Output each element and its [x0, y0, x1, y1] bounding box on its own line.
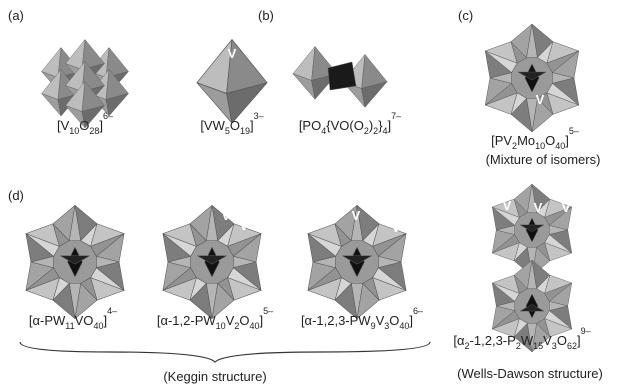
formula-part: O — [79, 118, 89, 133]
formula-part: 28 — [89, 126, 99, 136]
formula-part: 40 — [555, 141, 565, 151]
formula-part: [PV — [491, 133, 512, 148]
formula-part: 15 — [533, 341, 543, 351]
v-label: V — [503, 198, 512, 213]
formula-part: V — [226, 313, 235, 328]
formula-part: 40 — [93, 321, 103, 331]
v-label: V — [352, 208, 361, 223]
panel-label: (c) — [458, 8, 473, 23]
formula-part: Mo — [517, 133, 535, 148]
formula-part: 40 — [399, 321, 409, 331]
formula-part: 3– — [254, 111, 264, 121]
panel-label: (d) — [8, 188, 24, 203]
keggin-brace — [20, 342, 430, 362]
panel-label: (b) — [258, 8, 274, 23]
v-label: V — [372, 206, 381, 221]
formula-part: 11 — [65, 321, 74, 331]
formula-part: 10 — [216, 321, 226, 331]
formula-part: V — [543, 333, 552, 348]
v-label: V — [222, 208, 231, 223]
formula-part: O — [230, 118, 240, 133]
v-label: V — [392, 220, 401, 235]
note: (Mixture of isomers) — [486, 152, 601, 167]
formula-part: O — [389, 313, 399, 328]
v-label: V — [562, 200, 571, 215]
formula-part: 5– — [263, 306, 273, 316]
formula-part: 40 — [249, 321, 259, 331]
formula-part: [α — [453, 333, 465, 348]
polyhedron — [26, 205, 124, 318]
core — [328, 62, 356, 90]
formula-part: W — [521, 333, 534, 348]
v-label: V — [112, 218, 121, 233]
panel-label: (a) — [8, 8, 24, 23]
formula-part: O — [239, 313, 249, 328]
formula-part: 4– — [107, 306, 117, 316]
keggin-caption: (Keggin structure) — [163, 369, 266, 384]
v-label: V — [536, 92, 545, 107]
formula-part: 19 — [240, 126, 250, 136]
formula: [PO4{VO(O2)2}4]7– — [299, 111, 401, 136]
formula-part: [α-1,2-PW — [157, 313, 217, 328]
formula-part: 10 — [535, 141, 545, 151]
formula-part: 9– — [581, 326, 591, 336]
formula-part: VO — [75, 313, 94, 328]
formula-part: O — [545, 133, 555, 148]
figure: (Keggin structure) (a)(b)(c)(d)[V10O28]6… — [0, 0, 626, 389]
formula-part: 6– — [103, 111, 113, 121]
formula-part: {VO(O — [326, 118, 364, 133]
formula-part: [α-PW — [29, 313, 66, 328]
formula-part: [PO — [299, 118, 321, 133]
formula-part: 62 — [567, 341, 577, 351]
formula-part: -1,2,3-P — [470, 333, 516, 348]
v-label: V — [240, 218, 249, 233]
note: (Wells-Dawson structure) — [457, 366, 603, 381]
v-label: V — [562, 30, 571, 45]
formula-part: [VW — [200, 118, 225, 133]
formula-part: [V — [57, 118, 70, 133]
formula-part: V — [376, 313, 385, 328]
formula-part: 10 — [69, 126, 79, 136]
v-label: V — [228, 46, 237, 61]
formula-part: 7– — [391, 111, 401, 121]
formula-part: 6– — [413, 306, 423, 316]
v-label: V — [534, 200, 543, 215]
formula-part: [α-1,2,3-PW — [301, 313, 371, 328]
formula-part: O — [557, 333, 567, 348]
formula-part: 5– — [569, 126, 579, 136]
